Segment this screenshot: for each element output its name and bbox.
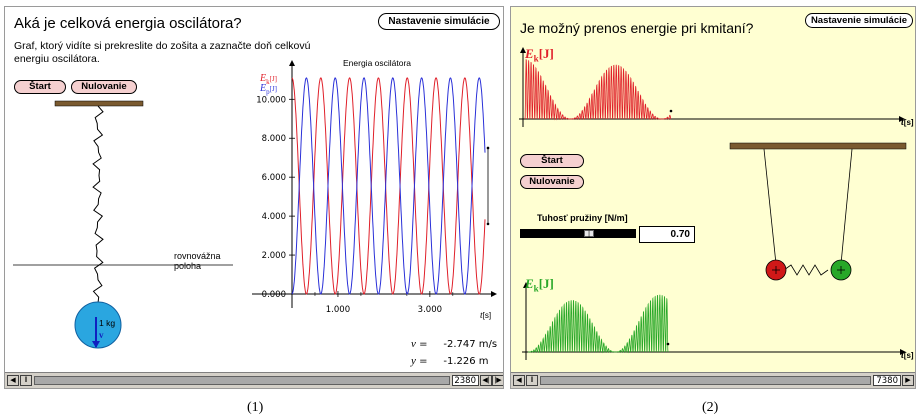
frame-counter: 7380	[873, 375, 901, 386]
pause-button[interactable]: ‖	[20, 375, 32, 386]
pause-button[interactable]: ‖	[526, 375, 538, 386]
x-axis-arrow-icon	[491, 291, 497, 297]
stiffness-label: Tuhosť pružiny [N/m]	[537, 213, 628, 223]
ceiling-mount	[729, 142, 907, 150]
timeline-track[interactable]	[540, 376, 871, 385]
chart-title: Energia oscilátora	[343, 58, 412, 68]
y-tick-label: 8.000	[262, 134, 286, 144]
time-axis-label: t[s]	[480, 311, 492, 321]
step-forward-button[interactable]: |▶	[492, 375, 503, 386]
x-tick-label: 1.000	[326, 305, 350, 315]
arrow-head-icon	[92, 341, 100, 348]
oscillator-drawing: 0.000 2.000 4.000 6.000 8.000 10.000 1.000 3.00…	[13, 60, 497, 349]
panel-title: Je možný prenos energie pri kmitaní?	[520, 20, 754, 36]
ceiling-mount	[54, 100, 144, 107]
equilibrium-label-line1: rovnovážna	[174, 251, 221, 261]
reset-button[interactable]: Nulovanie	[520, 175, 584, 189]
figure-caption-1: (1)	[247, 400, 264, 415]
ep-axis-label: Ep[J]	[260, 83, 277, 96]
x-tick-label: 3.000	[418, 305, 442, 315]
playback-bar: ◀ ‖ 7380 ▶	[511, 372, 915, 388]
stiffness-value-field[interactable]: 0.70	[639, 226, 695, 243]
x-axis-arrow-icon	[900, 349, 906, 355]
x-axis-arrow-icon	[899, 116, 905, 122]
pendulum-string-right	[840, 148, 853, 265]
slider-thumb[interactable]: |	[584, 230, 594, 238]
panel-title: Aká je celková energia oscilátora?	[14, 15, 242, 32]
mass-ball[interactable]	[74, 301, 122, 349]
reset-button[interactable]: Nulovanie	[71, 80, 137, 94]
timeline-track[interactable]	[34, 376, 450, 385]
simulation-panel-energy: Aká je celková energia oscilátora? Nasta…	[4, 6, 504, 389]
pendulum-string-left	[763, 148, 777, 265]
current-point	[669, 109, 673, 113]
start-button[interactable]: Štart	[520, 154, 584, 168]
current-point	[666, 342, 670, 346]
series-line	[528, 294, 669, 354]
simulation-settings-button[interactable]: Nastavenie simulácie	[805, 13, 913, 28]
y-tick-label: 4.000	[262, 212, 286, 222]
y-tick-label: 0.000	[262, 290, 286, 300]
mass-label: 1 kg	[99, 318, 116, 328]
simulation-panel-coupled: Je možný prenos energie pri kmitaní? Nas…	[510, 6, 916, 389]
velocity-vector-label: v	[99, 330, 104, 340]
y-tick-label: 2.000	[262, 251, 286, 261]
equilibrium-label-line2: poloha	[174, 261, 202, 271]
simulation-settings-button[interactable]: Nastavenie simulácie	[378, 13, 500, 30]
y-axis-arrow-icon	[520, 47, 526, 53]
ek-top-axis-label: Ek[J]	[525, 46, 554, 64]
position-readout: y = -1.226 m	[411, 355, 489, 367]
start-button[interactable]: Štart	[14, 80, 66, 94]
y-tick-label: 10.000	[256, 95, 286, 105]
series-line	[524, 59, 672, 121]
coupling-spring	[783, 264, 829, 276]
figure-caption-2: (2)	[702, 400, 719, 415]
y-axis-arrow-icon	[523, 282, 529, 288]
coupled-drawing	[519, 47, 907, 360]
instruction-text: Graf, ktorý vidíte si prekreslite do zoš…	[14, 40, 311, 65]
step-forward-button[interactable]: ▶	[902, 375, 914, 386]
series-line-ep	[291, 77, 486, 295]
y-axis-arrow-icon	[289, 60, 295, 66]
velocity-readout: v = -2.747 m/s	[411, 338, 498, 350]
frame-counter: 2380	[452, 375, 479, 386]
energy-chart: 0.000 2.000 4.000 6.000 8.000 10.000 1.000 3.00…	[252, 60, 497, 315]
current-point	[486, 222, 490, 226]
time-axis-bottom-label: t[s]	[901, 350, 914, 361]
y-tick-label: 6.000	[262, 173, 286, 183]
time-axis-top-label: t[s]	[901, 117, 914, 128]
stiffness-slider[interactable]: |	[520, 229, 636, 238]
series-line-ek	[291, 77, 486, 295]
current-point	[486, 146, 490, 150]
ek-bottom-axis-label: Ek[J]	[525, 276, 554, 294]
step-back-button[interactable]: ◀|	[480, 375, 492, 386]
ek-bottom-chart	[522, 282, 906, 360]
rewind-button[interactable]: ◀	[513, 375, 525, 386]
ek-top-chart	[519, 47, 905, 127]
rewind-button[interactable]: ◀	[7, 375, 19, 386]
playback-bar: ◀ ‖ 2380 ◀| |▶	[5, 372, 503, 388]
spring	[92, 105, 104, 304]
ek-axis-label: Ek[J]	[260, 73, 277, 86]
